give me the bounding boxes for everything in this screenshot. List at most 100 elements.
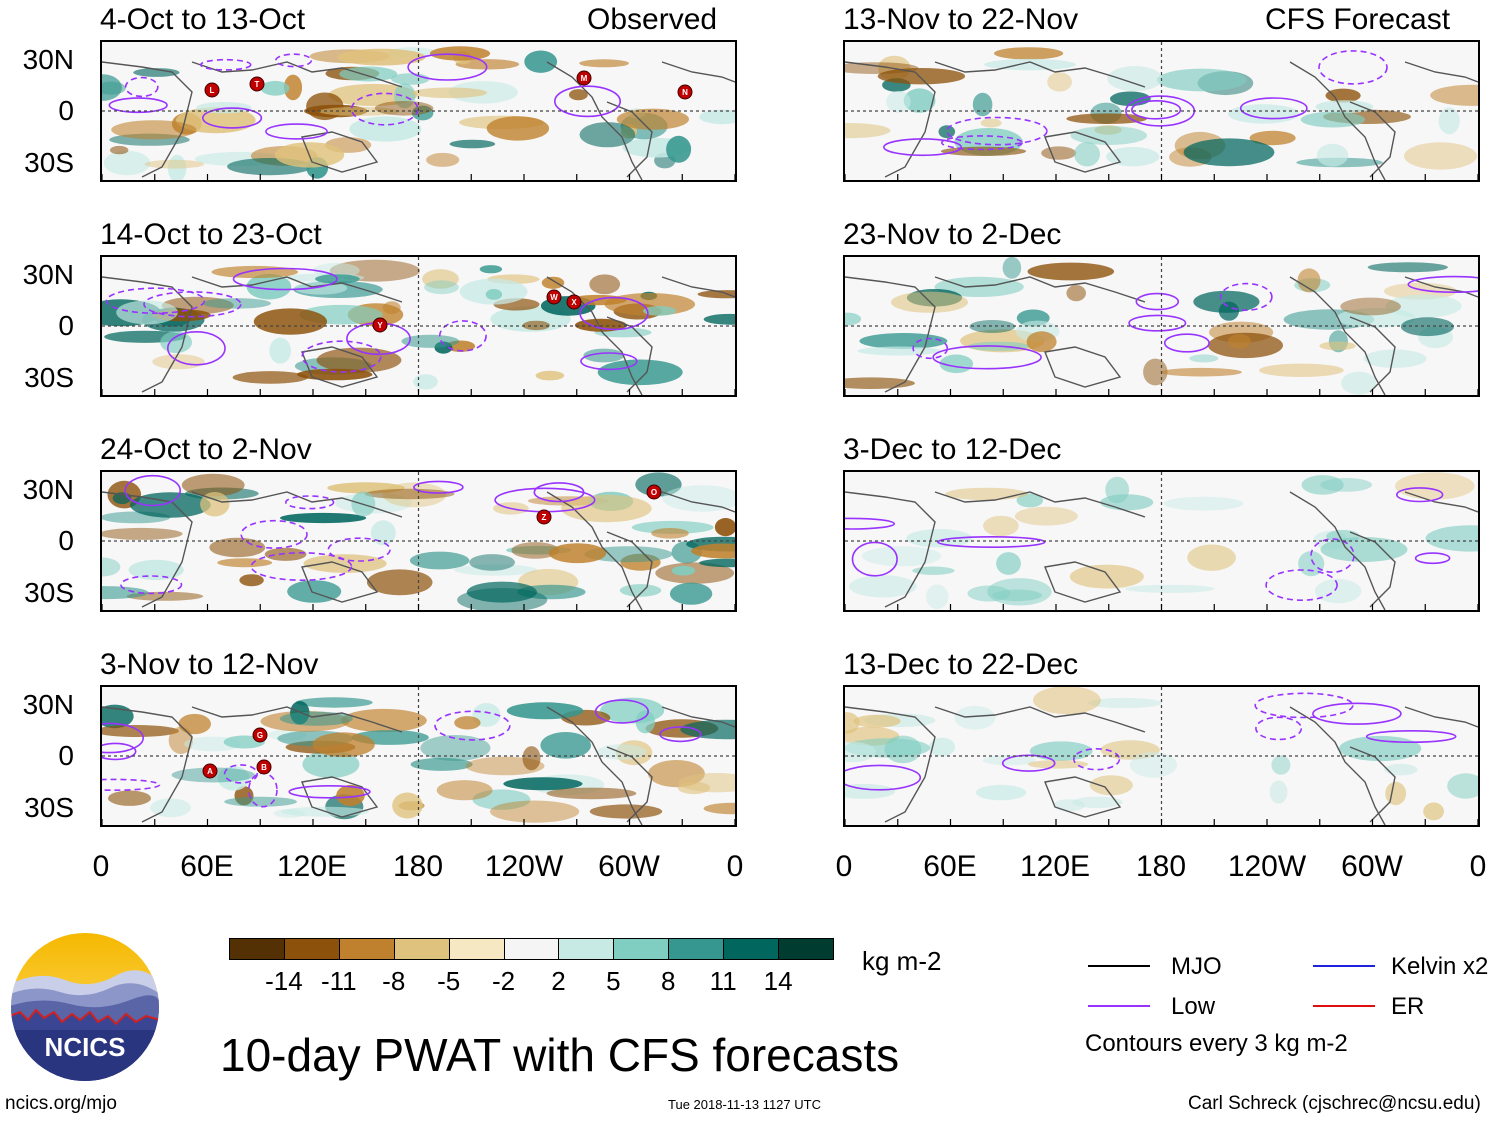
pwat-anomaly-blob (341, 708, 427, 733)
pwat-anomaly-blob (144, 159, 205, 169)
coastline (845, 706, 936, 823)
pwat-anomaly-blob (934, 276, 1024, 297)
pwat-anomaly-blob (295, 697, 373, 708)
low-frequency-contour (265, 123, 328, 140)
pwat-anomaly-blob (699, 558, 735, 568)
pwat-anomaly-blob (246, 273, 292, 300)
coastline (546, 491, 643, 610)
low-frequency-contour (1414, 552, 1451, 565)
footer-timestamp: Tue 2018-11-13 1127 UTC (668, 1097, 821, 1112)
storm-letter: L (210, 86, 215, 95)
lon-label: 0 (726, 850, 744, 883)
legend-label: Kelvin x2 (1391, 953, 1489, 980)
coastline (301, 776, 379, 818)
map-field: Y W X (102, 257, 735, 395)
pwat-anomaly-blob (1107, 66, 1163, 92)
map-field (845, 472, 1478, 610)
panel-title: 14-Oct to 23-Oct (100, 218, 322, 251)
pwat-anomaly-blob (422, 269, 459, 289)
low-frequency-contour (102, 722, 144, 754)
pwat-anomaly-blob (845, 741, 876, 763)
coastline (102, 61, 193, 178)
pwat-anomaly-blob (589, 274, 621, 295)
pwat-anomaly-blob (642, 306, 677, 316)
low-frequency-contour (882, 138, 963, 157)
pwat-anomaly-blob (535, 370, 565, 381)
coastline (1349, 101, 1396, 178)
pwat-anomaly-blob (339, 66, 398, 82)
map-field (845, 257, 1478, 395)
pwat-anomaly-blob (264, 547, 307, 561)
pwat-anomaly-blob (374, 101, 434, 116)
low-frequency-contour (1219, 282, 1273, 312)
tropical-cyclone-icon: X (566, 294, 582, 310)
legend-line-kelvin (1313, 965, 1375, 967)
low-frequency-contour (223, 764, 258, 784)
panel-title: 24-Oct to 2-Nov (100, 433, 312, 466)
pwat-anomaly-blob (110, 145, 129, 155)
pwat-anomaly-blob (1187, 544, 1236, 571)
storm-letter: Y (377, 321, 383, 330)
observed-label: Observed (587, 3, 718, 36)
storm-letter: Z (542, 513, 547, 522)
lat-label: 30S (24, 147, 74, 178)
coastline (661, 61, 735, 83)
footer-url[interactable]: ncics.org/mjo (5, 1093, 117, 1114)
low-frequency-contour (434, 710, 511, 741)
pwat-anomaly-blob (217, 766, 250, 791)
legend-label: Low (1171, 993, 1216, 1020)
storm-letter: B (261, 763, 267, 772)
coastline (845, 491, 936, 608)
colorbar-tick-label: 5 (606, 966, 621, 996)
pwat-anomaly-blob (466, 581, 537, 603)
pwat-anomaly-blob (412, 87, 488, 99)
pwat-anomaly-blob (1014, 506, 1078, 526)
pwat-anomaly-blob (853, 714, 901, 728)
pwat-anomaly-blob (511, 542, 560, 559)
lon-label: 180 (1135, 850, 1187, 883)
colorbar-tick-label: -8 (382, 966, 406, 996)
low-frequency-contour (275, 53, 313, 68)
pwat-anomaly-blob (1438, 107, 1460, 135)
pwat-anomaly-blob (1189, 354, 1219, 363)
colorbar-swatch (558, 938, 615, 960)
storm-letter: X (571, 298, 577, 307)
legend: MJO Kelvin x2 Low ER Contours every 3 kg… (1085, 950, 1505, 1060)
pwat-anomaly-blob (579, 122, 636, 148)
pwat-anomaly-blob (1125, 584, 1215, 593)
colorbar-swatch (283, 938, 340, 960)
tropical-cyclone-icon: T (249, 76, 265, 92)
pwat-anomaly-blob (906, 529, 973, 548)
pwat-anomaly-blob (1339, 735, 1422, 762)
pwat-anomaly-blob (583, 348, 625, 363)
pwat-anomaly-blob (364, 488, 455, 500)
low-frequency-contour (120, 575, 183, 595)
coastline (606, 101, 653, 178)
coastline (191, 706, 403, 733)
coastline (1044, 776, 1122, 818)
pwat-anomaly-blob (524, 50, 558, 73)
pwat-anomaly-blob (490, 800, 580, 823)
pwat-anomaly-blob (1320, 537, 1408, 562)
pwat-anomaly-blob (1269, 780, 1288, 804)
pwat-anomaly-blob (318, 106, 400, 116)
legend-note: Contours every 3 kg m-2 (1085, 1030, 1348, 1057)
low-frequency-contour (845, 517, 896, 530)
pwat-anomaly-blob (1447, 773, 1478, 799)
pwat-anomaly-blob (239, 574, 264, 587)
colorbar-tick-label: -5 (437, 966, 461, 996)
pwat-anomaly-blob (1425, 525, 1478, 552)
pwat-anomaly-blob (1301, 475, 1344, 495)
pwat-anomaly-blob (128, 559, 184, 581)
pwat-anomaly-blob (548, 543, 607, 564)
pwat-anomaly-blob (983, 515, 1019, 537)
footer-credit: Carl Schreck (cjschrec@ncsu.edu) (1188, 1093, 1481, 1114)
pwat-anomaly-blob (996, 552, 1021, 575)
map-field: G A B (102, 687, 735, 825)
pwat-anomaly-blob (1314, 578, 1362, 604)
pwat-anomaly-blob (336, 784, 365, 807)
pwat-anomaly-blob (1027, 262, 1115, 281)
pwat-anomaly-blob (312, 732, 375, 757)
pwat-anomaly-blob (209, 537, 266, 558)
coastline (1349, 531, 1396, 608)
